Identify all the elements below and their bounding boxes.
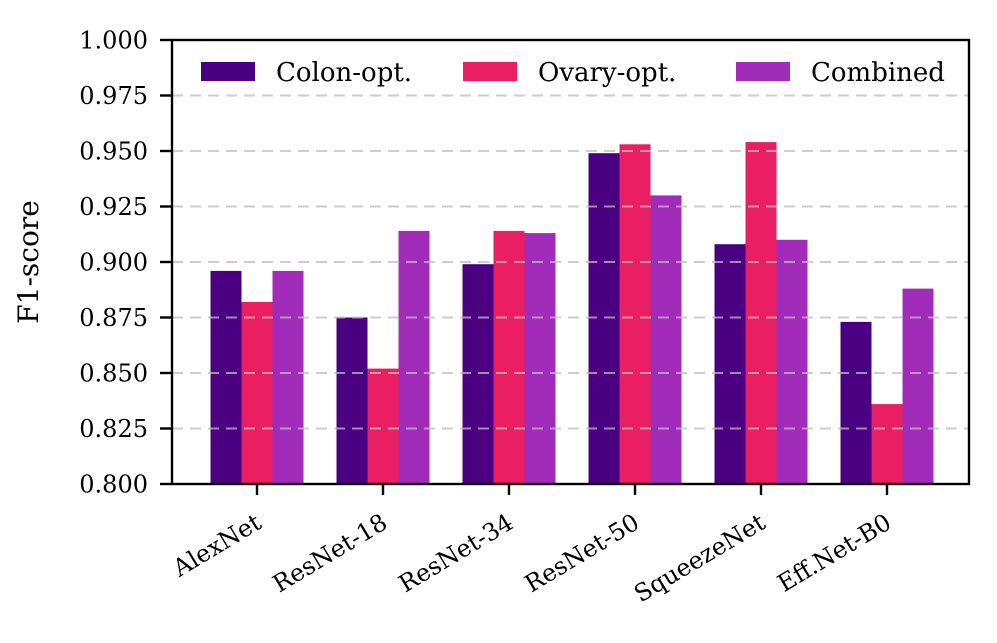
bars-layer — [210, 142, 934, 485]
y-tick-label: 0.825 — [79, 415, 148, 443]
bar-combined-squeezenet — [776, 239, 808, 484]
bar-colon-opt-alexnet — [210, 270, 242, 484]
y-tick-label: 0.875 — [79, 304, 148, 332]
bar-ovary-opt-resnet-18 — [367, 368, 399, 484]
y-tick-label: 0.950 — [79, 138, 148, 166]
y-tick-label: 0.975 — [79, 82, 148, 110]
x-tick-label-alexnet: AlexNet — [167, 508, 266, 583]
legend-swatch-colon-opt — [201, 62, 255, 81]
legend-swatch-combined — [736, 62, 790, 81]
bar-ovary-opt-alexnet — [241, 302, 273, 484]
bar-ovary-opt-resnet-50 — [619, 144, 651, 485]
bar-combined-resnet-18 — [398, 230, 430, 484]
x-tick-label-resnet-18: ResNet-18 — [268, 508, 392, 598]
bar-colon-opt-resnet-18 — [336, 317, 368, 484]
x-tick-label-eff-net-b0: Eff.Net-B0 — [773, 508, 896, 598]
x-tick-label-resnet-50: ResNet-50 — [520, 508, 644, 598]
bar-ovary-opt-squeezenet — [745, 142, 777, 484]
bar-ovary-opt-resnet-34 — [493, 230, 525, 484]
legend-swatch-ovary-opt — [463, 62, 517, 81]
legend-label-combined: Combined — [811, 58, 945, 88]
ticks-layer — [160, 38, 889, 495]
x-tick-label-squeezenet: SqueezeNet — [629, 508, 770, 608]
y-tick-label: 1.000 — [79, 27, 148, 55]
legend: Colon-opt. Ovary-opt. Combined — [201, 58, 945, 88]
legend-label-colon-opt: Colon-opt. — [276, 58, 412, 88]
y-tick-label: 0.925 — [79, 193, 148, 221]
grid-layer — [172, 94, 969, 430]
y-tick-label: 0.800 — [79, 471, 148, 499]
bar-colon-opt-eff-net-b0 — [840, 321, 872, 484]
bar-ovary-opt-eff-net-b0 — [871, 404, 903, 484]
bar-colon-opt-squeezenet — [714, 244, 746, 484]
bar-combined-resnet-34 — [524, 233, 556, 484]
y-tick-label: 0.900 — [79, 249, 148, 277]
y-tick-label: 0.850 — [79, 360, 148, 388]
legend-label-ovary-opt: Ovary-opt. — [538, 58, 676, 88]
y-axis-label: F1-score — [12, 200, 45, 324]
bar-colon-opt-resnet-34 — [462, 264, 494, 484]
bar-colon-opt-resnet-50 — [588, 153, 620, 484]
bar-combined-alexnet — [272, 270, 304, 484]
bar-combined-resnet-50 — [650, 195, 682, 484]
x-tick-label-resnet-34: ResNet-34 — [394, 508, 518, 598]
bar-combined-eff-net-b0 — [902, 288, 934, 484]
